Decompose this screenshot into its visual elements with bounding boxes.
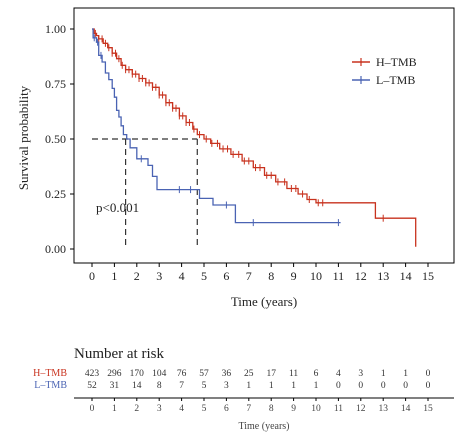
survival-plot: 0.000.250.500.751.00 0 1 2 3 4 5 6 7 8 9 10 11 12 13 1… (16, 7, 455, 309)
risk-x-tick-label: 0 (90, 404, 95, 414)
risk-x-tick-label: 9 (291, 404, 296, 414)
risk-row-label: L–TMB (34, 380, 67, 391)
risk-x-tick-label: 7 (246, 404, 251, 414)
x-tick-label: 3 (156, 269, 162, 283)
risk-count: 1 (291, 381, 296, 391)
legend: H–TMB L–TMB (352, 55, 417, 87)
risk-count: 25 (244, 369, 254, 379)
risk-x-tick-label: 13 (378, 404, 388, 414)
risk-count: 5 (202, 381, 207, 391)
x-tick-label: 10 (310, 269, 322, 283)
risk-count: 8 (157, 381, 162, 391)
risk-x-tick-label: 14 (401, 404, 411, 414)
x-tick-label: 13 (377, 269, 389, 283)
x-tick-label: 4 (179, 269, 185, 283)
risk-count: 7 (179, 381, 184, 391)
risk-x-tick-label: 2 (134, 404, 139, 414)
y-tick-label: 0.75 (45, 77, 66, 91)
risk-count: 14 (132, 381, 142, 391)
x-tick-label: 8 (268, 269, 274, 283)
risk-count: 11 (289, 369, 298, 379)
x-tick-label: 6 (223, 269, 229, 283)
risk-count: 0 (403, 381, 408, 391)
risk-count: 52 (87, 381, 97, 391)
y-axis-title: Survival probability (16, 85, 31, 190)
y-tick-label: 0.50 (45, 132, 66, 146)
risk-x-tick-label: 5 (202, 404, 207, 414)
x-axis-title: Time (years) (231, 294, 297, 309)
y-tick-label: 0.25 (45, 187, 66, 201)
risk-count: 0 (358, 381, 363, 391)
x-tick-label: 5 (201, 269, 207, 283)
risk-count: 17 (266, 369, 276, 379)
plot-frame (73, 7, 455, 264)
p-value-annotation: p<0.001 (96, 200, 139, 215)
risk-count: 0 (426, 369, 431, 379)
risk-count: 1 (403, 369, 408, 379)
risk-count: 57 (199, 369, 209, 379)
legend-label: L–TMB (376, 73, 415, 87)
risk-x-tick-label: 8 (269, 404, 274, 414)
risk-x-tick-label: 11 (334, 404, 343, 414)
y-tick-label: 1.00 (45, 22, 66, 36)
y-axis: 0.00 0.25 0.50 0.75 1.00 (45, 22, 74, 256)
risk-count: 0 (381, 381, 386, 391)
risk-count: 31 (110, 381, 120, 391)
x-tick-label: 2 (134, 269, 140, 283)
risk-count: 104 (152, 369, 167, 379)
survival-curves (92, 28, 417, 247)
risk-table-x-title: Time (years) (238, 421, 289, 432)
x-tick-label: 0 (89, 269, 95, 283)
x-axis: 0 1 2 3 4 5 6 7 8 9 10 11 12 13 14 15 (89, 263, 434, 283)
median-guides (92, 138, 198, 249)
risk-x-tick-label: 1 (112, 404, 117, 414)
risk-table-rows: H–TMB 423 296 170 104 76 57 36 25 17 11 6 4 3 1 1 0L–TMB… (33, 368, 433, 414)
risk-count: 1 (381, 369, 386, 379)
risk-count: 1 (314, 381, 319, 391)
x-tick-label: 15 (422, 269, 434, 283)
x-tick-label: 7 (246, 269, 252, 283)
risk-x-tick-label: 4 (179, 404, 184, 414)
risk-count: 0 (336, 381, 341, 391)
risk-x-tick-label: 15 (423, 404, 433, 414)
risk-x-tick-label: 12 (356, 404, 366, 414)
risk-table: Number at risk H–TMB 423 296 170 104 76 57 36 25… (33, 346, 454, 432)
legend-label: H–TMB (376, 55, 417, 69)
x-tick-label: 1 (111, 269, 117, 283)
risk-count: 76 (177, 369, 187, 379)
risk-count: 170 (130, 369, 145, 379)
risk-count: 0 (426, 381, 431, 391)
risk-count: 3 (358, 369, 363, 379)
x-tick-label: 11 (333, 269, 345, 283)
risk-x-tick-label: 10 (311, 404, 321, 414)
risk-count: 3 (224, 381, 229, 391)
x-tick-label: 12 (355, 269, 367, 283)
x-tick-label: 14 (400, 269, 412, 283)
risk-count: 423 (85, 369, 100, 379)
risk-count: 1 (269, 381, 274, 391)
risk-x-tick-label: 3 (157, 404, 162, 414)
risk-count: 36 (222, 369, 232, 379)
x-tick-label: 9 (291, 269, 297, 283)
risk-table-title: Number at risk (74, 346, 164, 362)
y-tick-label: 0.00 (45, 242, 66, 256)
risk-count: 296 (107, 369, 122, 379)
risk-row-label: H–TMB (33, 368, 67, 379)
risk-count: 6 (314, 369, 319, 379)
risk-count: 4 (336, 369, 341, 379)
risk-x-tick-label: 6 (224, 404, 229, 414)
risk-count: 1 (246, 381, 251, 391)
